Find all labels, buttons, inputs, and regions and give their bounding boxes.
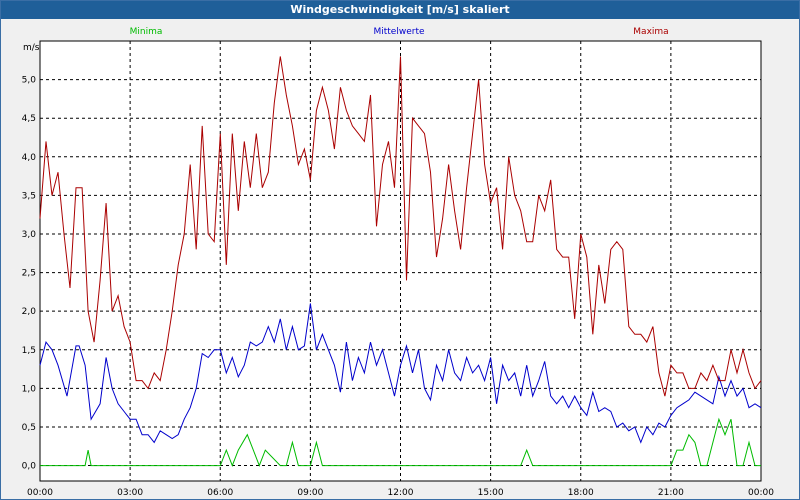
x-tick-time: 21:00 xyxy=(658,488,684,497)
window-title: Windgeschwindigkeit [m/s] skaliert xyxy=(1,1,799,19)
y-tick-label: 1,0 xyxy=(22,384,37,394)
y-tick-label: 2,5 xyxy=(22,269,36,279)
wind-speed-chart: 0,00,51,01,52,02,53,03,54,04,55,0 00:002… xyxy=(22,27,775,497)
y-tick-label: 0,0 xyxy=(22,462,37,472)
legend: Minima Mittelwerte Maxima xyxy=(130,27,669,37)
y-tick-label: 2,0 xyxy=(22,307,37,317)
y-tick-label: 1,5 xyxy=(22,346,36,356)
x-tick-time: 15:00 xyxy=(478,488,504,497)
y-axis-ticks: 0,0 0,5 1,0 1,5 2,0 2,5 3,0 3,5 4,0 4,5 5,0 xyxy=(22,76,37,472)
x-axis-ticks: 00:0028.06.2403:0028.06.2406:0028.06.240… xyxy=(27,488,774,497)
y-tick-label: 4,5 xyxy=(22,114,36,124)
x-tick-time: 12:00 xyxy=(388,488,414,497)
legend-item-mittelwerte: Mittelwerte xyxy=(373,27,424,37)
series-line-maxima xyxy=(39,56,762,397)
legend-item-minima: Minima xyxy=(130,27,163,37)
y-axis-label: m/s xyxy=(23,43,40,53)
y-tick-label: 3,5 xyxy=(22,191,36,201)
x-tick-time: 09:00 xyxy=(297,488,323,497)
x-tick-time: 00:00 xyxy=(748,488,774,497)
series-lines xyxy=(39,56,762,467)
x-tick-time: 03:00 xyxy=(117,488,143,497)
y-tick-label: 3,0 xyxy=(22,230,37,240)
series-line-mittelwerte xyxy=(39,303,762,444)
series-line-minima xyxy=(40,417,761,467)
y-tick-label: 4,0 xyxy=(22,153,37,163)
x-tick-time: 00:00 xyxy=(27,488,53,497)
x-tick-time: 06:00 xyxy=(207,488,233,497)
x-tick-time: 18:00 xyxy=(568,488,594,497)
legend-item-maxima: Maxima xyxy=(633,27,668,37)
y-tick-label: 5,0 xyxy=(22,76,37,86)
y-tick-label: 0,5 xyxy=(22,423,36,433)
